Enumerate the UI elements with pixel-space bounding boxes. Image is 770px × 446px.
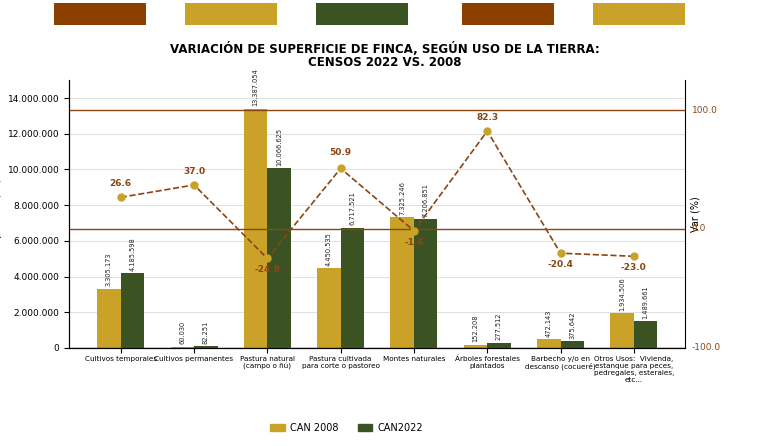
Y-axis label: Superficie (ha): Superficie (ha) xyxy=(0,178,2,250)
Text: 60.030: 60.030 xyxy=(179,321,186,344)
Bar xyxy=(537,339,561,348)
Bar xyxy=(390,217,414,348)
Bar xyxy=(171,347,194,348)
Text: 13.387.054: 13.387.054 xyxy=(253,69,259,107)
Bar xyxy=(121,273,144,348)
Bar xyxy=(244,109,267,348)
Text: 26.6: 26.6 xyxy=(109,179,132,188)
Text: 1.934.506: 1.934.506 xyxy=(619,277,625,311)
Text: 7.206.851: 7.206.851 xyxy=(423,183,429,217)
Text: 82.251: 82.251 xyxy=(203,321,209,344)
Bar xyxy=(340,228,364,348)
Text: -24.8: -24.8 xyxy=(254,265,280,274)
Bar xyxy=(97,289,121,348)
Bar xyxy=(561,341,584,348)
Bar xyxy=(611,314,634,348)
Bar xyxy=(194,347,217,348)
Text: -20.4: -20.4 xyxy=(547,260,574,269)
Text: 277.512: 277.512 xyxy=(496,313,502,340)
Bar xyxy=(487,343,511,348)
Text: 0.0: 0.0 xyxy=(691,224,706,233)
Text: 152.208: 152.208 xyxy=(473,315,478,343)
Text: 7.325.246: 7.325.246 xyxy=(399,181,405,215)
Text: 10.066.625: 10.066.625 xyxy=(276,128,282,165)
Text: 50.9: 50.9 xyxy=(330,148,352,157)
Bar xyxy=(267,168,291,348)
Text: 37.0: 37.0 xyxy=(183,167,205,176)
Text: 100.0: 100.0 xyxy=(691,106,718,115)
Text: CENSOS 2022 VS. 2008: CENSOS 2022 VS. 2008 xyxy=(308,56,462,69)
Bar xyxy=(317,268,340,348)
Bar xyxy=(634,321,658,348)
Bar xyxy=(464,345,487,348)
Text: 1.489.661: 1.489.661 xyxy=(643,285,648,318)
Text: 472.143: 472.143 xyxy=(546,310,552,337)
Text: 3.305.173: 3.305.173 xyxy=(106,253,112,286)
Text: 4.450.535: 4.450.535 xyxy=(326,232,332,266)
Legend: CAN 2008, CAN2022: CAN 2008, CAN2022 xyxy=(266,419,427,437)
Text: -1.6: -1.6 xyxy=(404,238,424,247)
Bar xyxy=(414,219,437,348)
Text: 375.642: 375.642 xyxy=(569,311,575,339)
Text: -23.0: -23.0 xyxy=(621,263,647,272)
Text: -100.0: -100.0 xyxy=(691,343,721,352)
Y-axis label: Var (%): Var (%) xyxy=(691,196,701,232)
Text: 4.185.598: 4.185.598 xyxy=(129,237,136,271)
Text: VARIACIÓN DE SUPERFICIE DE FINCA, SEGÚN USO DE LA TIERRA:: VARIACIÓN DE SUPERFICIE DE FINCA, SEGÚN … xyxy=(170,42,600,56)
Text: 6.717.521: 6.717.521 xyxy=(350,192,356,225)
Text: 82.3: 82.3 xyxy=(476,113,498,122)
